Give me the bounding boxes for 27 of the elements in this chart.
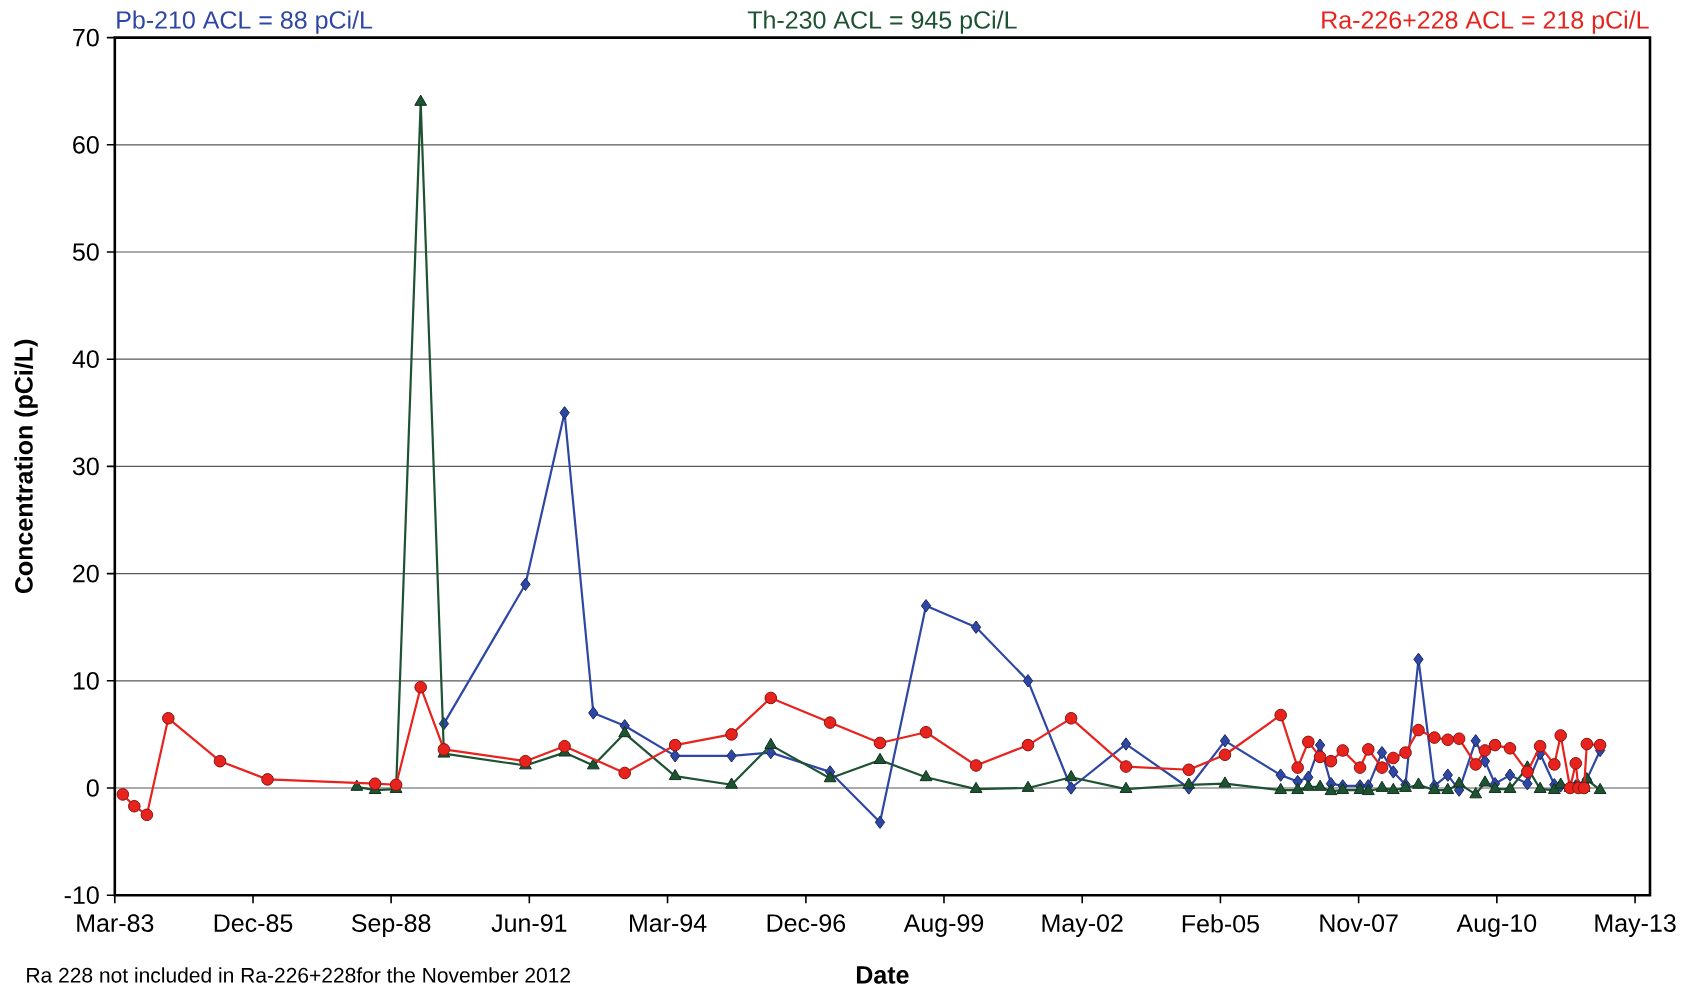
y-axis-title: Concentration (pCi/L) xyxy=(14,339,38,594)
x-tick-label: Mar-94 xyxy=(629,914,707,932)
text: Th-230 ACL = 945 pCi/L xyxy=(747,10,1017,34)
x-tick-label: Sep-88 xyxy=(351,914,431,937)
y-tick-label: 0 xyxy=(86,779,99,797)
x-tick-label: Aug-99 xyxy=(903,914,984,937)
y-tick-label: 20 xyxy=(73,564,99,583)
y-tick-label: 30 xyxy=(72,457,99,476)
y-tick-label: -10 xyxy=(64,886,99,905)
x-axis-title: Date xyxy=(856,966,909,984)
x-tick-label: Jun-91 xyxy=(491,914,567,932)
y-tick-label: 10 xyxy=(73,671,99,690)
x-tick-label: Dec-96 xyxy=(767,914,846,932)
y-tick-label: 50 xyxy=(72,243,99,261)
text: Ra 228 not included in Ra-226+228for the November 2012 xyxy=(27,967,570,983)
x-tick-label: Aug-10 xyxy=(1456,914,1537,937)
x-tick-label: May-02 xyxy=(1042,914,1123,937)
x-tick-label: Feb-05 xyxy=(1182,914,1259,933)
x-tick-label: Mar-83 xyxy=(77,914,154,932)
x-tick-label: Dec-85 xyxy=(214,914,293,932)
y-tick-label: 60 xyxy=(73,135,99,154)
x-tick-label: May-13 xyxy=(1595,914,1676,937)
x-tick-label: Nov-07 xyxy=(1320,914,1398,932)
text: Pb-210 ACL = 88 pCi/L xyxy=(117,10,373,34)
y-tick-label: 40 xyxy=(72,350,99,369)
text: Ra-226+228 ACL = 218 pCi/L xyxy=(1322,10,1649,34)
y-tick-label: 70 xyxy=(73,28,99,47)
